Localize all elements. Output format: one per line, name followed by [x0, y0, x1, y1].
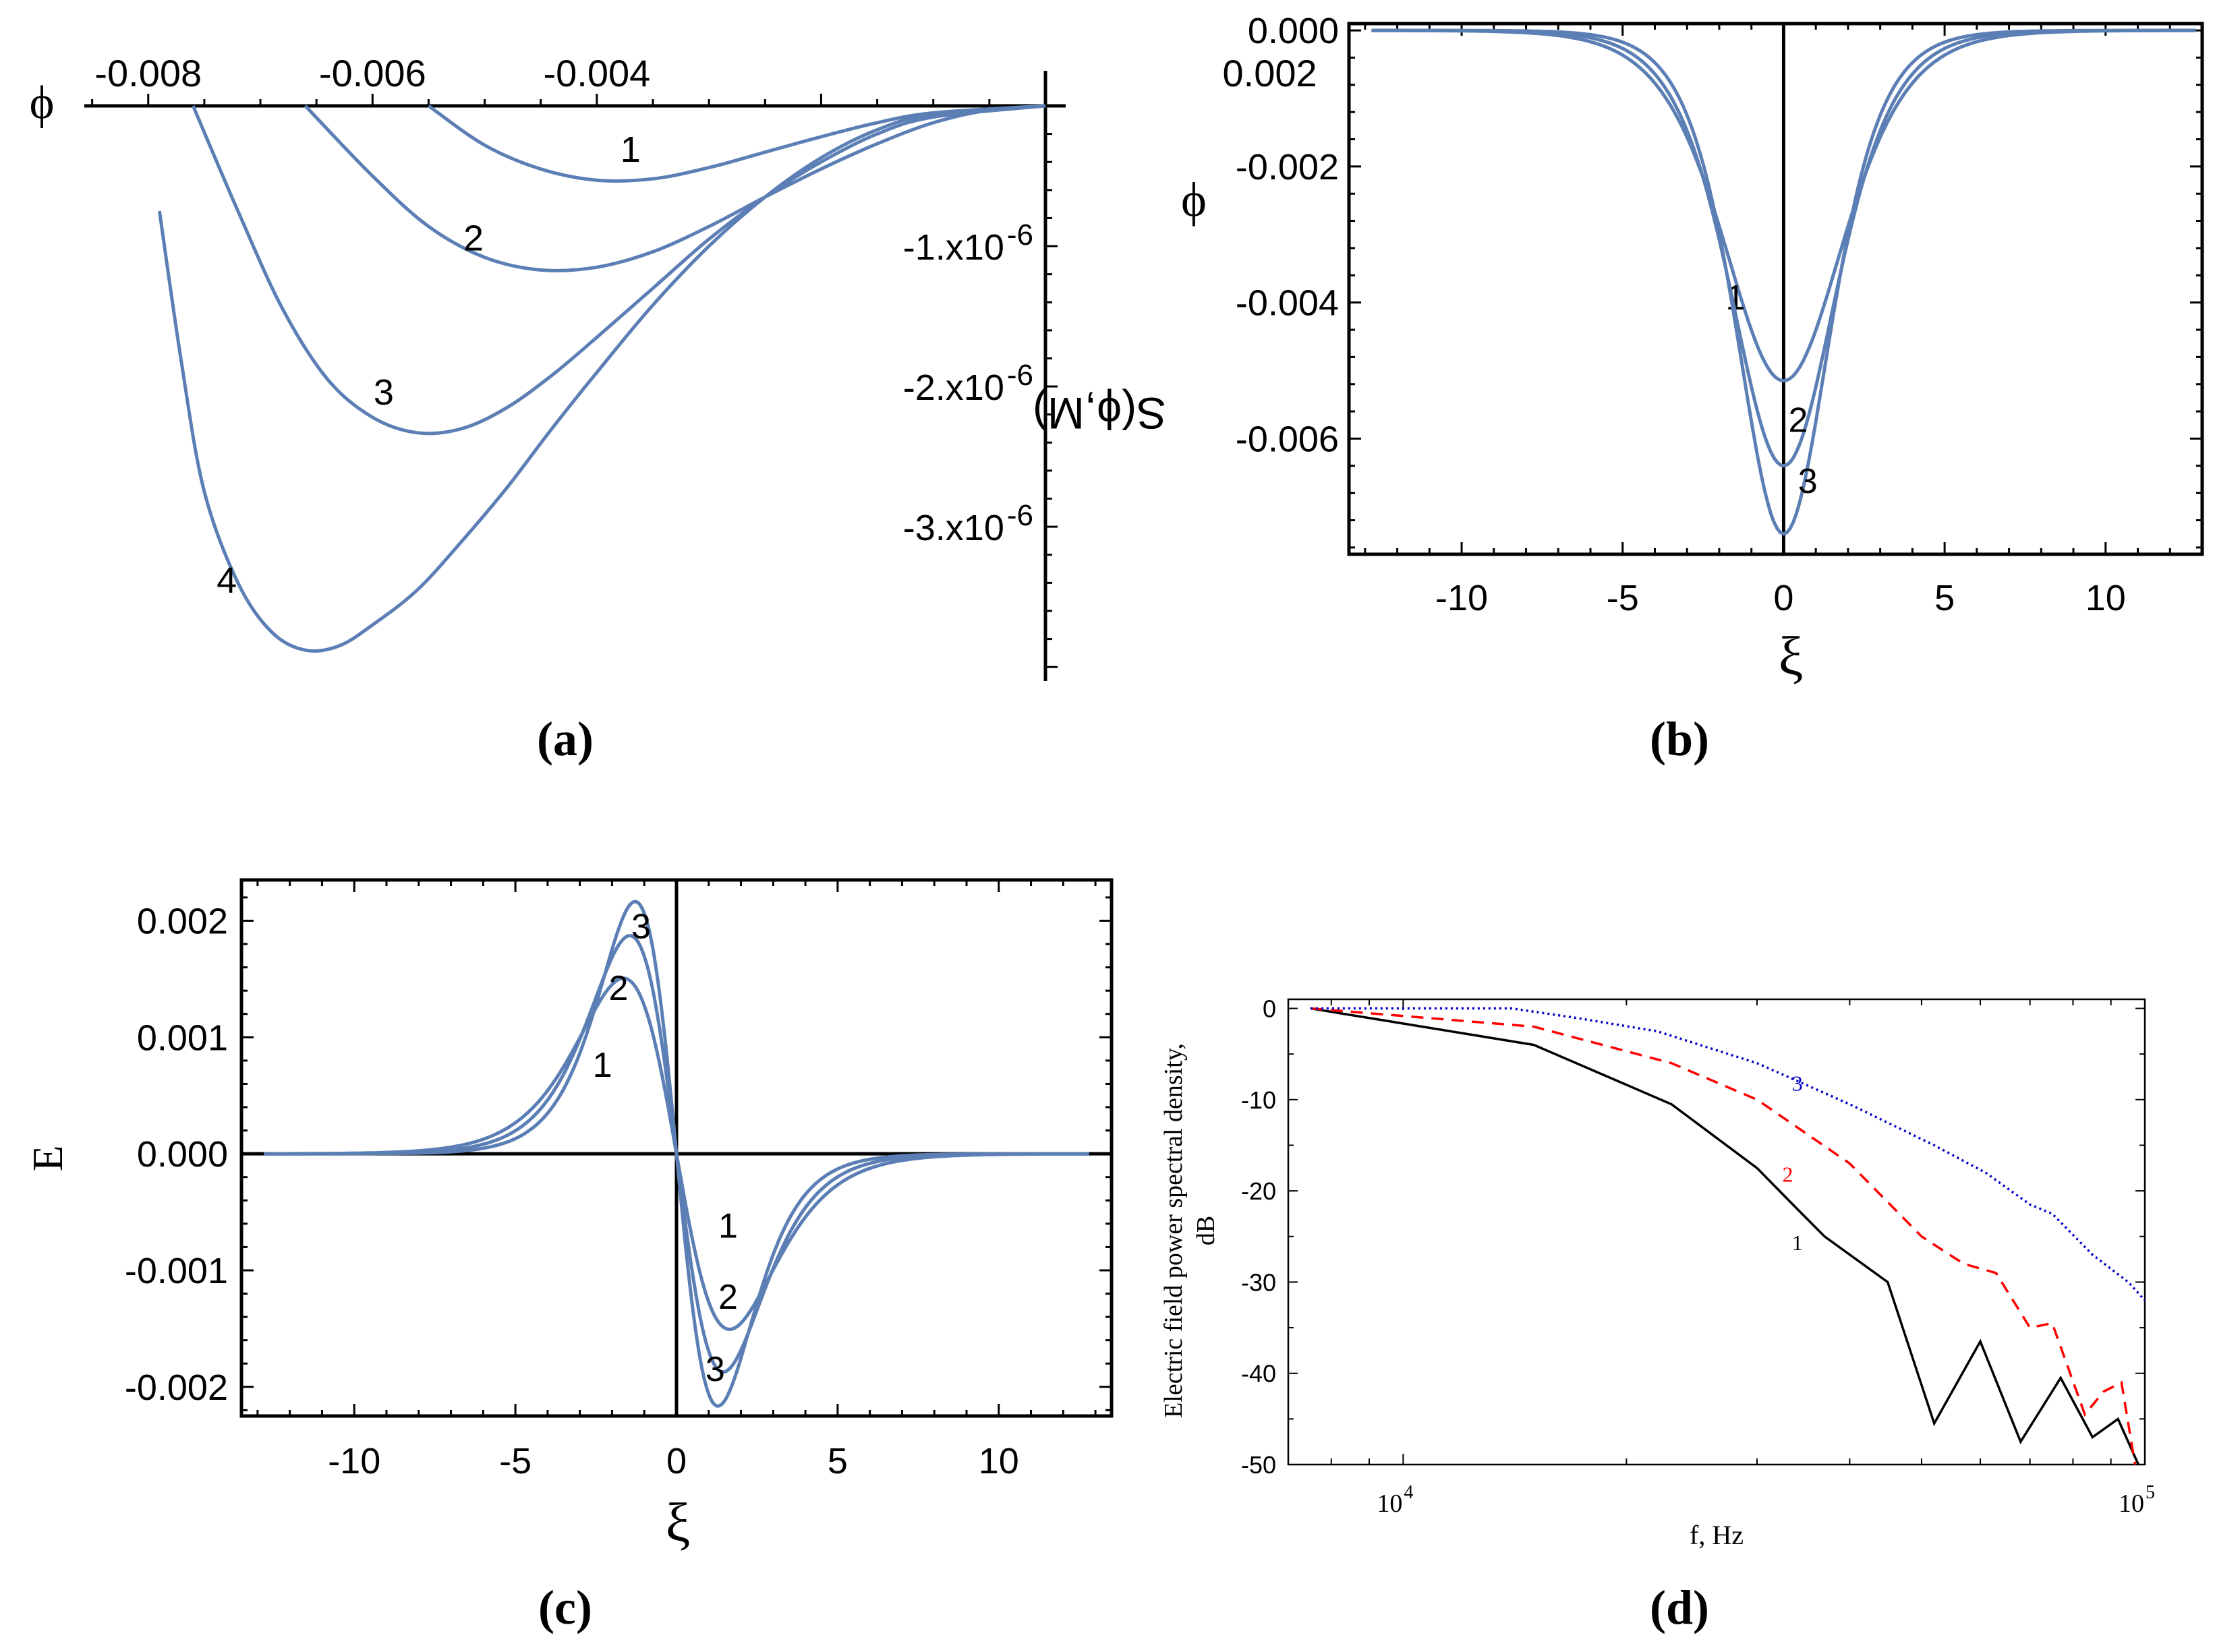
d-ytick-label: -40 — [1241, 1360, 1276, 1388]
a-xtick-label: 0.002 — [1222, 52, 1317, 94]
b-ytick-label: 0.000 — [1248, 11, 1339, 51]
a-series-2-label: 2 — [463, 218, 484, 258]
c-ytick-label: -0.001 — [125, 1251, 228, 1291]
c-x-axis-label: ξ — [666, 1492, 691, 1553]
a-ytick-label: -1.x10-6 — [903, 218, 1033, 268]
c-xtick-label: 5 — [828, 1441, 848, 1481]
a-xtick-label: -0.008 — [94, 52, 202, 94]
a-series-2-line — [304, 104, 1046, 272]
caption-d: (d) — [1650, 1581, 1709, 1634]
b-ytick-label: -0.006 — [1236, 419, 1339, 459]
b-plot-frame — [1347, 22, 2204, 556]
d-y-axis-label-line2: dB — [1192, 1216, 1220, 1245]
d-ytick-label: -10 — [1241, 1086, 1276, 1114]
caption-b: (b) — [1650, 712, 1709, 766]
d-ytick-label: -50 — [1241, 1451, 1276, 1479]
b-xtick-label: 5 — [1934, 578, 1955, 618]
c-ytick-label: 0.001 — [137, 1017, 228, 1058]
a-series-3-label: 3 — [374, 372, 394, 413]
c-series-1-label: 1 — [593, 1046, 612, 1085]
c-series-2-label: 2 — [718, 1278, 738, 1317]
c-xtick-label: -5 — [499, 1441, 531, 1481]
panel-c-chart: -10 -5 0 5 10 0.002 0.001 0.000 -0.001 -0.002 ξ E 1 1… — [24, 878, 1114, 1553]
b-xtick-label: -10 — [1435, 578, 1488, 618]
a-series-3-line — [192, 104, 1046, 436]
a-ytick-label: -2.x10-6 — [903, 359, 1033, 408]
d-plot-frame — [1287, 998, 2146, 1466]
c-series-3-label: 3 — [631, 907, 651, 946]
c-xtick-label: -10 — [328, 1441, 380, 1481]
panel-d-chart: 104 105 0 -10 -20 -30 -40 -50 f, Hz Electric fiel… — [1159, 995, 2155, 1550]
caption-c: (c) — [538, 1581, 592, 1634]
a-xtick-label: -0.006 — [319, 52, 426, 94]
d-series-1-line — [1310, 1007, 2139, 1465]
c-ytick-label: 0.002 — [137, 901, 228, 941]
d-series-3-line — [1310, 1007, 2146, 1301]
c-series-3-line — [264, 899, 1089, 1408]
c-xtick-label: 10 — [979, 1441, 1019, 1481]
a-series-1-line — [428, 104, 1046, 183]
d-ytick-label: -30 — [1241, 1268, 1276, 1296]
c-xtick-label: 0 — [666, 1441, 687, 1481]
d-ytick-label: -20 — [1241, 1177, 1276, 1205]
b-xtick-label: 0 — [1773, 578, 1793, 618]
a-xtick-label: -0.004 — [543, 52, 650, 94]
b-series-3-label: 3 — [1798, 462, 1818, 501]
a-ytick-label: -3.x10-6 — [903, 499, 1033, 548]
b-series-3-line — [1371, 28, 2196, 536]
c-ytick-label: 0.000 — [137, 1134, 228, 1175]
c-series-3-label: 3 — [706, 1350, 725, 1389]
c-y-axis-label: E — [24, 1145, 71, 1171]
b-xtick-label: 10 — [2085, 578, 2126, 618]
c-ytick-label: -0.002 — [125, 1367, 228, 1408]
b-series-2-label: 2 — [1788, 401, 1808, 440]
a-x-axis-label: ϕ — [30, 77, 55, 129]
a-series-4-line — [157, 104, 1046, 653]
b-ytick-label: -0.002 — [1236, 147, 1339, 187]
d-series-2-label: 2 — [1783, 1162, 1793, 1187]
panel-a-chart: -0.008 -0.006 -0.004 0.002 -1.x10-6 -2.x10-6 -… — [30, 52, 1317, 681]
d-y-axis-label-line1: Electric field power spectral density, — [1159, 1043, 1188, 1418]
d-x-axis-label: f, Hz — [1690, 1520, 1744, 1550]
a-series-1-label: 1 — [621, 129, 641, 170]
d-xtick-label: 104 — [1377, 1482, 1413, 1518]
b-xtick-label: -5 — [1607, 578, 1639, 618]
caption-a: (a) — [537, 712, 594, 766]
d-ytick-label: 0 — [1263, 995, 1276, 1023]
b-y-axis-label: ϕ — [1181, 173, 1207, 227]
c-series-1-label: 1 — [718, 1207, 738, 1246]
d-series-1-label: 1 — [1792, 1231, 1803, 1255]
c-series-2-label: 2 — [609, 969, 629, 1008]
a-y-axis-label: S(ϕ,M) — [1033, 388, 1166, 438]
a-series-4-label: 4 — [217, 560, 237, 601]
b-x-axis-label: ξ — [1779, 625, 1804, 686]
b-ytick-label: -0.004 — [1236, 283, 1339, 324]
d-xtick-label: 105 — [2119, 1482, 2155, 1518]
d-series-3-label: 3 — [1792, 1071, 1803, 1095]
